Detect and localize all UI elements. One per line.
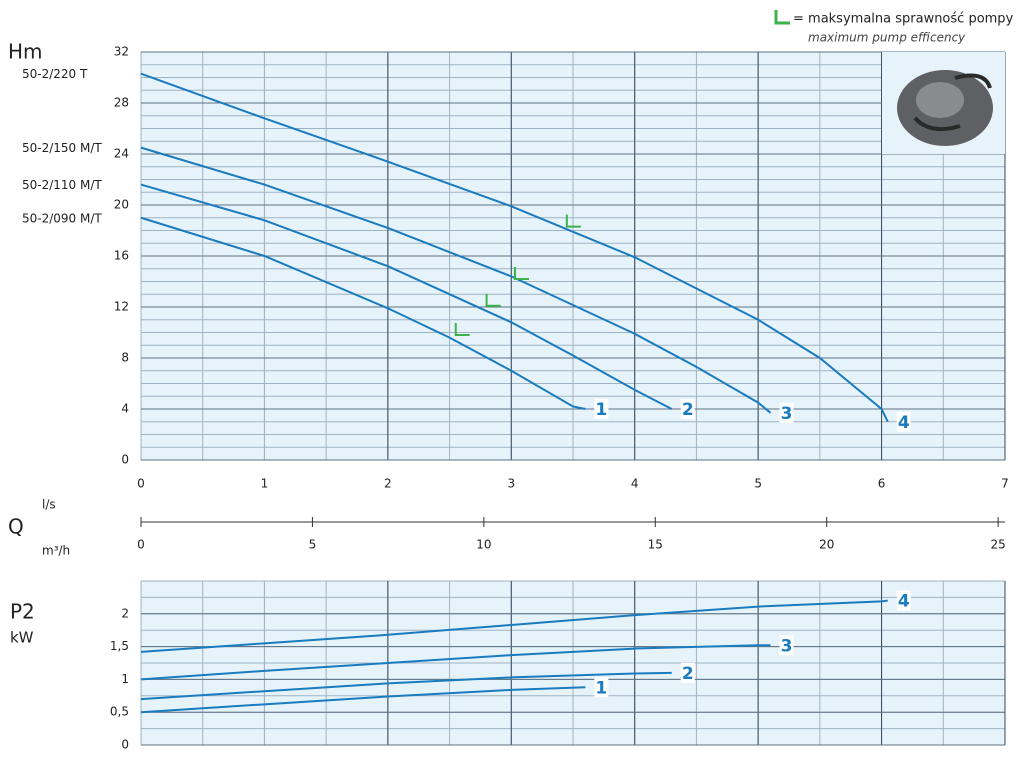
curve bbox=[140, 644, 771, 681]
x-tick-label: 1 bbox=[261, 477, 269, 491]
x-tick-label: 4 bbox=[631, 477, 639, 491]
efficiency-marker bbox=[485, 293, 501, 307]
y-tick-label: 0 bbox=[121, 453, 129, 467]
x-unit: l/s bbox=[42, 498, 56, 512]
y-tick-label: 0 bbox=[121, 738, 129, 752]
x-tick-label: 2 bbox=[384, 477, 392, 491]
x2-tick-label: 0 bbox=[137, 538, 145, 552]
y-tick-label: 20 bbox=[114, 198, 129, 212]
x2-tick-label: 10 bbox=[476, 538, 491, 552]
x2-tick-label: 15 bbox=[648, 538, 663, 552]
efficiency-marker bbox=[513, 266, 529, 280]
curve bbox=[140, 671, 672, 701]
y-tick-label: 16 bbox=[114, 249, 129, 263]
series-name: 50-2/220 T bbox=[22, 67, 88, 81]
curve-label-background bbox=[594, 399, 609, 419]
series-name: 50-2/110 M/T bbox=[22, 178, 102, 192]
curve bbox=[140, 146, 772, 414]
x-tick-label: 0 bbox=[137, 477, 145, 491]
x2-unit: m³/h bbox=[42, 544, 70, 558]
x-tick-label: 5 bbox=[754, 477, 762, 491]
curve-label: 3 bbox=[781, 404, 793, 424]
series-name: 50-2/150 M/T bbox=[22, 141, 102, 155]
efficiency-marker bbox=[565, 214, 581, 228]
y-unit: kW bbox=[10, 629, 34, 647]
curve-label: 4 bbox=[898, 413, 910, 433]
y-tick-label: 12 bbox=[114, 300, 129, 314]
series-name: 50-2/090 M/T bbox=[22, 211, 102, 225]
legend-text: = maksymalna sprawność pompy bbox=[793, 12, 1014, 27]
x-tick-label: 7 bbox=[1001, 477, 1009, 491]
curve-label: 1 bbox=[595, 678, 607, 698]
legend-symbol bbox=[774, 10, 790, 25]
curve bbox=[140, 599, 888, 653]
curve bbox=[140, 686, 586, 714]
curve-label: 3 bbox=[781, 636, 793, 656]
x-tick-label: 3 bbox=[507, 477, 515, 491]
legend-subtext: maximum pump efficency bbox=[808, 31, 966, 45]
curve-label-background bbox=[896, 411, 911, 432]
impeller-vane bbox=[954, 73, 992, 89]
x-axis-label: Q bbox=[8, 515, 24, 539]
y-axis-label: P2 bbox=[10, 600, 35, 624]
curve bbox=[140, 216, 586, 410]
y-tick-label: 2 bbox=[121, 606, 129, 620]
impeller-hub bbox=[916, 82, 964, 118]
curve-label: 1 bbox=[595, 400, 607, 420]
y-tick-label: 28 bbox=[114, 96, 129, 110]
curve-label-background bbox=[594, 677, 609, 698]
curve-label-background bbox=[779, 635, 794, 656]
y-axis-label: Hm bbox=[8, 40, 43, 64]
curve bbox=[140, 183, 673, 410]
curve-label-background bbox=[896, 590, 911, 611]
y-tick-label: 0,5 bbox=[110, 705, 129, 719]
curve-label-background bbox=[779, 402, 794, 423]
y-tick-label: 1 bbox=[121, 672, 129, 686]
impeller-vane bbox=[913, 116, 961, 132]
curve-label: 2 bbox=[682, 400, 694, 420]
y-tick-label: 32 bbox=[114, 45, 129, 59]
x2-tick-label: 20 bbox=[819, 538, 834, 552]
curve-label: 4 bbox=[898, 592, 910, 612]
x2-tick-label: 5 bbox=[309, 538, 317, 552]
y-tick-label: 8 bbox=[121, 351, 129, 365]
pump-image bbox=[882, 52, 1005, 154]
curve-label: 2 bbox=[682, 664, 694, 684]
curve-label-background bbox=[680, 399, 695, 419]
y-tick-label: 4 bbox=[121, 402, 129, 416]
y-tick-label: 1,5 bbox=[110, 639, 129, 653]
efficiency-marker bbox=[454, 323, 470, 337]
curve-label-background bbox=[680, 662, 695, 683]
x-tick-label: 6 bbox=[878, 477, 886, 491]
y-tick-label: 24 bbox=[114, 147, 129, 161]
curve bbox=[140, 72, 889, 423]
x2-tick-label: 25 bbox=[991, 538, 1006, 552]
